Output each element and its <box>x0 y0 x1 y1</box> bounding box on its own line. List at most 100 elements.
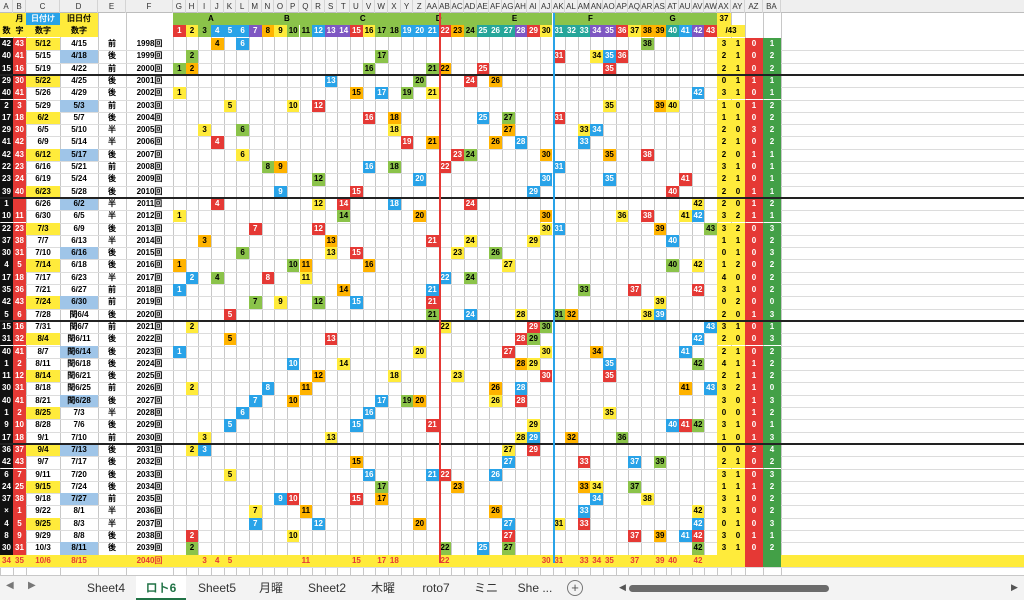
number-cell-21[interactable]: 21 <box>426 62 439 75</box>
number-cell-15[interactable]: 15 <box>350 185 363 198</box>
number-cell-5[interactable]: 5 <box>223 308 237 321</box>
draw-cell[interactable]: 2016回 <box>136 260 163 270</box>
half-cell[interactable]: 半 <box>108 125 116 135</box>
number-cell-12[interactable]: 12 <box>312 222 325 235</box>
stat-cell-0[interactable]: 0 <box>717 517 731 530</box>
month-num-b[interactable]: 43 <box>13 38 26 51</box>
col-letter-n[interactable]: N <box>262 0 275 13</box>
half-cell[interactable]: 前 <box>108 39 116 48</box>
draw-cell[interactable]: 2030回 <box>136 432 163 442</box>
date-cell[interactable]: 6/23 <box>26 185 60 198</box>
col-letter-ab[interactable]: AB <box>439 0 452 13</box>
draw-cell[interactable]: 2036回 <box>136 506 163 516</box>
half-cell[interactable]: 半 <box>108 198 116 208</box>
date-cell[interactable]: 6/26 <box>35 198 51 208</box>
number-cell-36[interactable]: 36 <box>615 50 629 63</box>
number-cell-28[interactable]: 28 <box>514 136 528 149</box>
half-cell[interactable]: 後 <box>108 469 116 479</box>
stat-cell-0[interactable]: 0 <box>717 443 731 457</box>
old-date-cell[interactable]: 閏6/7 <box>69 321 89 331</box>
stat-cell-1[interactable]: 0 <box>731 197 745 211</box>
number-cell-40[interactable]: 40 <box>666 185 679 198</box>
old-date-cell[interactable]: 4/15 <box>71 39 87 48</box>
number-cell-28[interactable]: 28 <box>514 394 528 407</box>
number-cell-19[interactable]: 19 <box>400 87 414 100</box>
number-cell-7[interactable]: 7 <box>248 517 262 530</box>
number-cell-22[interactable]: 22 <box>438 161 452 174</box>
stat-cell-3[interactable]: 1 <box>763 185 781 198</box>
number-cell-9[interactable]: 9 <box>274 161 287 174</box>
number-cell-11[interactable]: 11 <box>299 505 313 518</box>
col-letter-ai[interactable]: AI <box>527 0 540 13</box>
number-cell-35[interactable]: 35 <box>603 62 616 75</box>
stat-cell-3[interactable]: 2 <box>763 271 781 284</box>
number-cell-22[interactable]: 22 <box>438 542 452 555</box>
col-letter-ax[interactable]: AX <box>717 0 731 13</box>
stat-cell-2[interactable]: 0 <box>745 517 763 530</box>
number-cell-43[interactable]: 43 <box>704 320 717 334</box>
number-cell-7[interactable]: 7 <box>248 505 262 518</box>
old-date-cell[interactable]: 4/22 <box>71 63 87 73</box>
number-cell-42[interactable]: 42 <box>691 333 705 346</box>
number-cell-27[interactable]: 27 <box>501 124 515 137</box>
number-cell-35[interactable]: 35 <box>603 173 616 186</box>
col-letter-b[interactable]: B <box>13 0 26 13</box>
stat-cell-1[interactable]: 0 <box>731 99 745 112</box>
stat-cell-3[interactable]: 3 <box>763 222 781 235</box>
number-cell-21[interactable]: 21 <box>426 419 439 432</box>
half-cell[interactable]: 後 <box>108 395 116 405</box>
old-date-cell[interactable]: 4/25 <box>71 75 87 85</box>
stat-cell-3[interactable]: 2 <box>763 345 781 358</box>
number-cell-18[interactable]: 18 <box>388 370 401 383</box>
stat-cell-2[interactable]: 1 <box>745 480 763 494</box>
draw-cell[interactable]: 2024回 <box>136 358 163 368</box>
stat-cell-3[interactable]: 2 <box>763 50 781 63</box>
stat-cell-3[interactable]: 2 <box>763 284 781 297</box>
stat-cell-2[interactable]: 0 <box>745 136 763 149</box>
number-cell-42[interactable]: 42 <box>691 259 705 272</box>
half-cell[interactable]: 後 <box>108 260 116 270</box>
half-cell[interactable]: 半 <box>108 137 116 147</box>
number-cell-35[interactable]: 35 <box>603 50 616 63</box>
number-cell-6[interactable]: 6 <box>236 38 249 51</box>
stat-cell-1[interactable]: 1 <box>731 357 745 371</box>
number-cell-42[interactable]: 42 <box>691 505 705 518</box>
number-cell-28[interactable]: 28 <box>514 333 528 346</box>
col-letter-ap[interactable]: AP <box>616 0 629 13</box>
half-cell[interactable]: 後 <box>108 371 116 381</box>
stat-cell-3[interactable]: 3 <box>763 308 781 321</box>
number-cell-42[interactable]: 42 <box>691 530 705 543</box>
stat-cell-0[interactable]: 2 <box>717 62 731 75</box>
col-letter-w[interactable]: W <box>375 0 389 13</box>
month-num-a[interactable]: 40 <box>0 345 13 358</box>
scroll-thumb[interactable] <box>629 585 829 592</box>
stat-cell-1[interactable]: 0 <box>731 148 745 161</box>
stat-cell-3[interactable]: 3 <box>763 431 781 444</box>
month-num-a[interactable]: 31 <box>0 333 13 346</box>
stat-cell-3[interactable]: 1 <box>763 210 781 223</box>
number-cell-20[interactable]: 20 <box>413 517 426 530</box>
old-date-cell[interactable]: 7/13 <box>60 443 98 457</box>
draw-cell[interactable]: 2040回 <box>136 555 163 565</box>
stat-cell-0[interactable]: 3 <box>717 468 731 481</box>
stat-cell-1[interactable]: 0 <box>731 530 745 543</box>
number-cell-19[interactable]: 19 <box>400 394 414 407</box>
number-cell-31[interactable]: 31 <box>552 517 566 530</box>
half-cell[interactable]: 後 <box>108 75 116 85</box>
stat-cell-0[interactable]: 3 <box>717 505 731 518</box>
stat-cell-1[interactable]: 1 <box>731 62 745 75</box>
number-cell-40[interactable]: 40 <box>668 555 678 565</box>
half-cell[interactable]: 後 <box>108 346 116 356</box>
number-cell-35[interactable]: 35 <box>603 357 616 371</box>
number-cell-35[interactable]: 35 <box>603 148 616 161</box>
stat-cell-0[interactable]: 2 <box>717 124 731 137</box>
stat-cell-3[interactable] <box>763 554 781 567</box>
number-cell-3[interactable]: 3 <box>198 234 211 248</box>
number-cell-2[interactable]: 2 <box>185 382 199 395</box>
date-cell[interactable]: 9/15 <box>26 480 60 494</box>
number-cell-24[interactable]: 24 <box>463 234 477 248</box>
stat-cell-2[interactable]: 0 <box>745 62 763 75</box>
col-letter-q[interactable]: Q <box>300 0 313 13</box>
stat-cell-3[interactable]: 3 <box>763 394 781 407</box>
number-cell-10[interactable]: 10 <box>286 357 300 371</box>
